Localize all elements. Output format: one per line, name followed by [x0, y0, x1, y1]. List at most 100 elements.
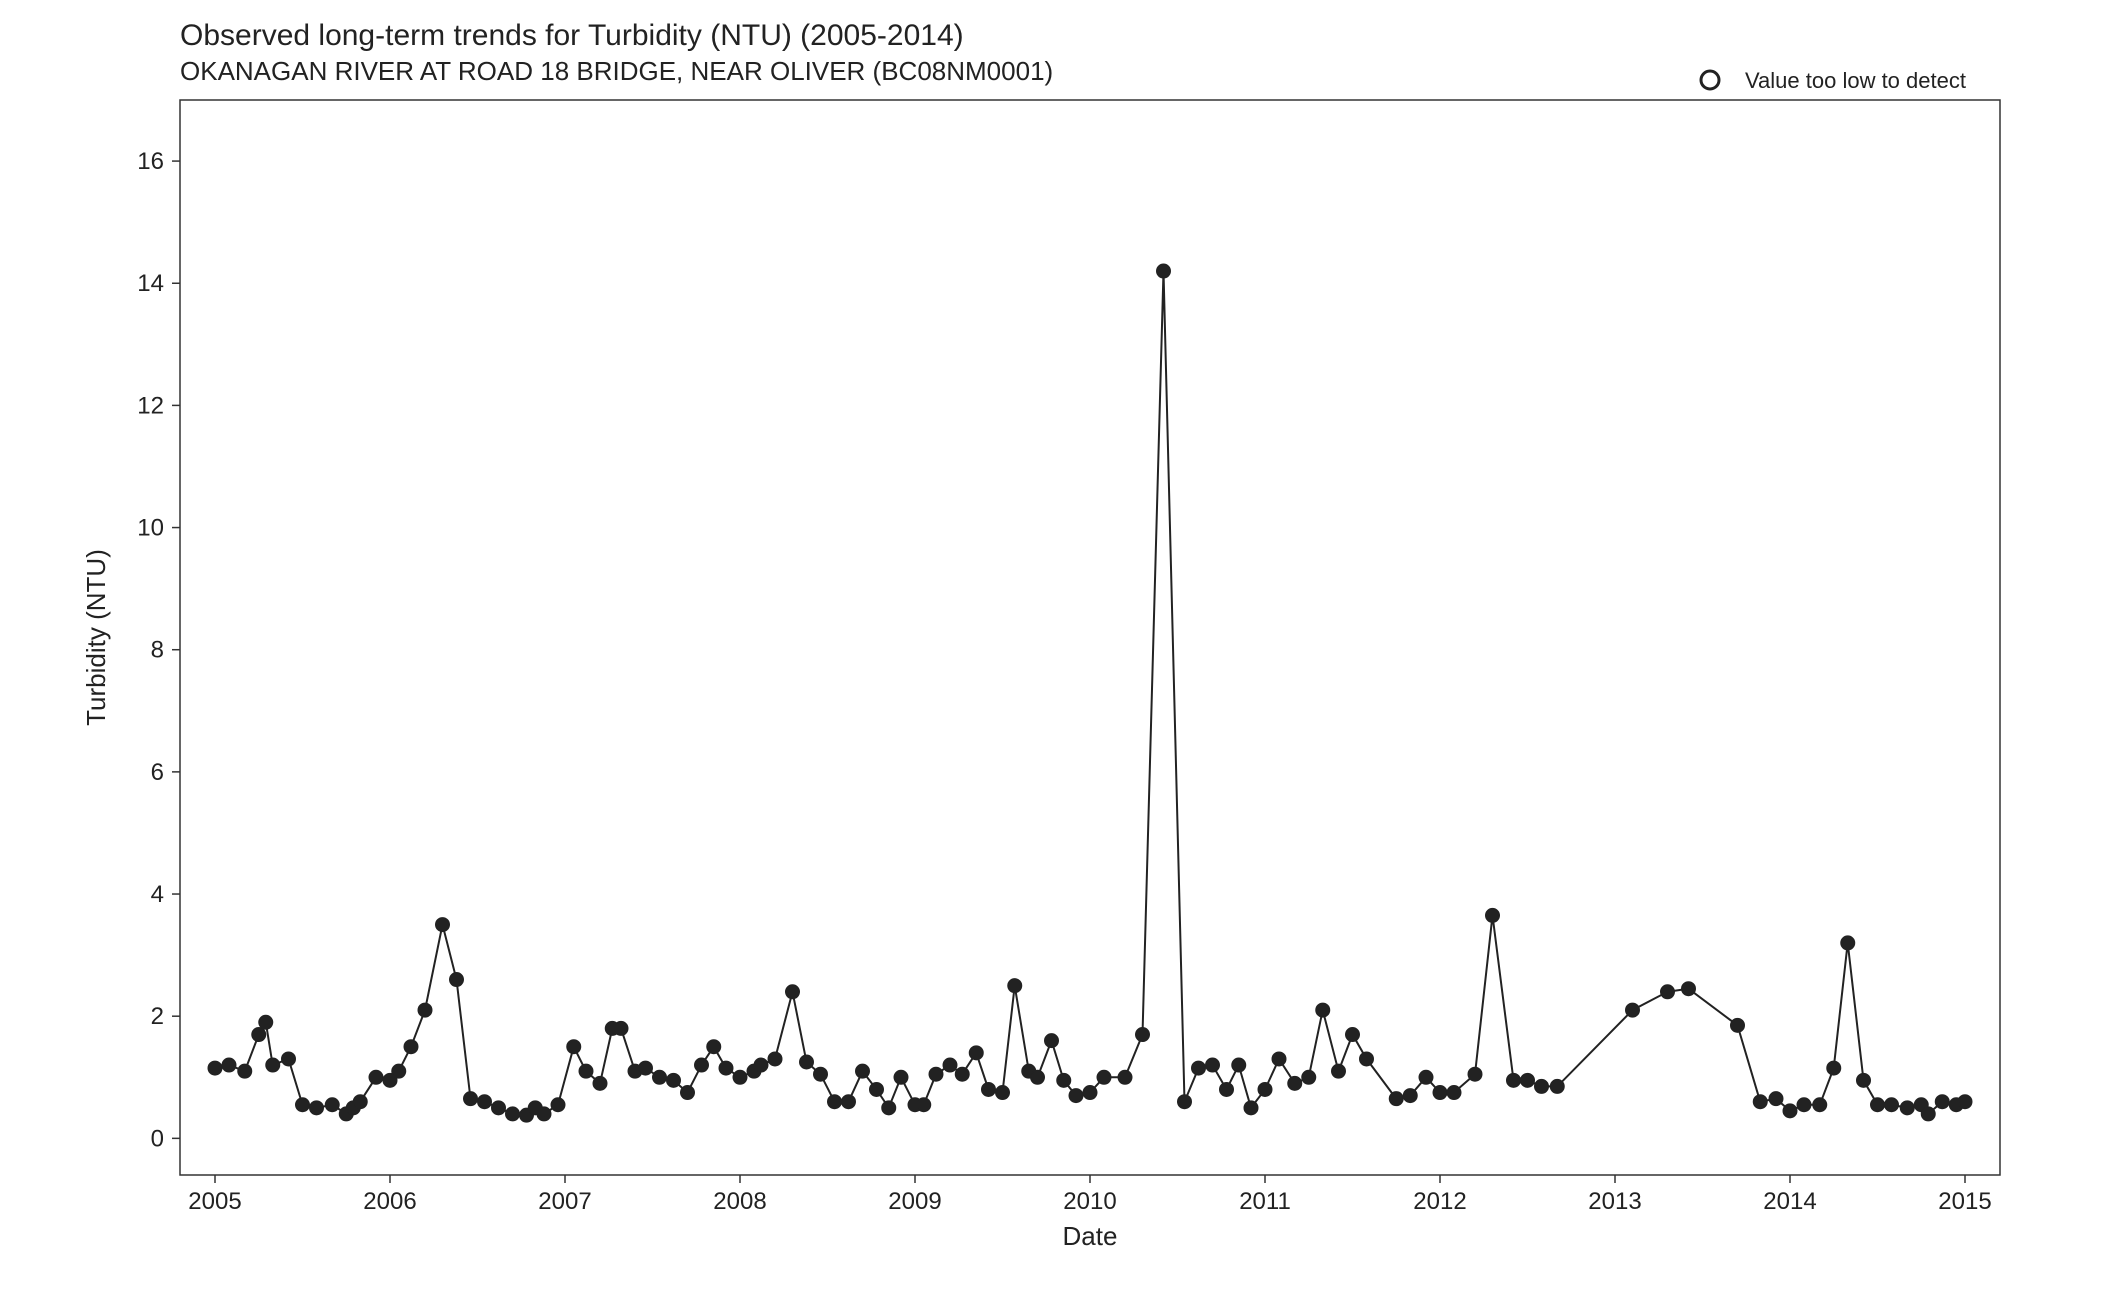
- data-point: [404, 1040, 418, 1054]
- data-point: [754, 1058, 768, 1072]
- data-point: [1486, 908, 1500, 922]
- data-point: [1178, 1095, 1192, 1109]
- data-point: [1288, 1076, 1302, 1090]
- data-point: [353, 1095, 367, 1109]
- data-point: [943, 1058, 957, 1072]
- data-point: [1419, 1070, 1433, 1084]
- data-point: [870, 1082, 884, 1096]
- data-point: [1885, 1098, 1899, 1112]
- x-tick-label: 2013: [1588, 1188, 1641, 1215]
- data-point: [252, 1028, 266, 1042]
- y-tick-label: 10: [137, 515, 164, 542]
- data-point: [1157, 264, 1171, 278]
- data-point: [282, 1052, 296, 1066]
- plot-panel: [180, 100, 2000, 1175]
- data-point: [917, 1098, 931, 1112]
- y-tick-label: 2: [151, 1003, 164, 1030]
- data-point: [266, 1058, 280, 1072]
- y-tick-label: 4: [151, 881, 164, 908]
- data-point: [929, 1067, 943, 1081]
- data-point: [1769, 1092, 1783, 1106]
- data-point: [1958, 1095, 1972, 1109]
- legend-marker-open-circle: [1701, 71, 1719, 89]
- data-point: [1857, 1073, 1871, 1087]
- x-tick-label: 2007: [538, 1188, 591, 1215]
- data-point: [1069, 1089, 1083, 1103]
- data-point: [1468, 1067, 1482, 1081]
- data-point: [369, 1070, 383, 1084]
- x-tick-label: 2010: [1063, 1188, 1116, 1215]
- data-point: [1841, 936, 1855, 950]
- data-point: [492, 1101, 506, 1115]
- data-point: [1827, 1061, 1841, 1075]
- data-point: [537, 1107, 551, 1121]
- data-point: [1360, 1052, 1374, 1066]
- y-tick-label: 16: [137, 148, 164, 175]
- data-point: [707, 1040, 721, 1054]
- data-point: [1316, 1003, 1330, 1017]
- data-point: [392, 1064, 406, 1078]
- data-point: [1731, 1018, 1745, 1032]
- x-tick-label: 2006: [363, 1188, 416, 1215]
- chart-container: Observed long-term trends for Turbidity …: [0, 0, 2112, 1309]
- data-point: [1232, 1058, 1246, 1072]
- data-point: [222, 1058, 236, 1072]
- data-point: [882, 1101, 896, 1115]
- y-tick-label: 12: [137, 392, 164, 419]
- data-point: [579, 1064, 593, 1078]
- chart-subtitle: OKANAGAN RIVER AT ROAD 18 BRIDGE, NEAR O…: [180, 56, 1053, 86]
- data-point: [1535, 1079, 1549, 1093]
- data-point: [567, 1040, 581, 1054]
- data-point: [1118, 1070, 1132, 1084]
- y-tick-label: 6: [151, 759, 164, 786]
- x-tick-label: 2012: [1413, 1188, 1466, 1215]
- data-point: [1447, 1086, 1461, 1100]
- x-tick-label: 2009: [888, 1188, 941, 1215]
- data-point: [1083, 1086, 1097, 1100]
- data-point: [1813, 1098, 1827, 1112]
- data-point: [1346, 1028, 1360, 1042]
- legend-label: Value too low to detect: [1745, 68, 1966, 93]
- data-point: [1507, 1073, 1521, 1087]
- data-point: [969, 1046, 983, 1060]
- data-point: [436, 918, 450, 932]
- y-axis-label: Turbidity (NTU): [81, 549, 111, 726]
- data-point: [786, 985, 800, 999]
- data-point: [310, 1101, 324, 1115]
- data-point: [593, 1076, 607, 1090]
- data-point: [296, 1098, 310, 1112]
- data-point: [1244, 1101, 1258, 1115]
- data-point: [1783, 1104, 1797, 1118]
- data-point: [955, 1067, 969, 1081]
- data-point: [653, 1070, 667, 1084]
- data-point: [982, 1082, 996, 1096]
- data-point: [1682, 982, 1696, 996]
- series-line: [215, 271, 1965, 1115]
- data-point: [238, 1064, 252, 1078]
- data-point: [639, 1061, 653, 1075]
- data-point: [464, 1092, 478, 1106]
- data-point: [814, 1067, 828, 1081]
- x-axis-label: Date: [1063, 1221, 1118, 1251]
- data-point: [1192, 1061, 1206, 1075]
- data-point: [506, 1107, 520, 1121]
- data-point: [1057, 1073, 1071, 1087]
- data-point: [478, 1095, 492, 1109]
- data-point: [1921, 1107, 1935, 1121]
- data-point: [1433, 1086, 1447, 1100]
- data-point: [667, 1073, 681, 1087]
- data-point: [842, 1095, 856, 1109]
- data-point: [1389, 1092, 1403, 1106]
- data-point: [259, 1015, 273, 1029]
- x-tick-label: 2011: [1239, 1188, 1291, 1215]
- data-point: [1045, 1034, 1059, 1048]
- data-point: [733, 1070, 747, 1084]
- data-point: [1008, 979, 1022, 993]
- data-point: [1900, 1101, 1914, 1115]
- y-tick-label: 14: [137, 270, 164, 297]
- x-tick-label: 2005: [188, 1188, 241, 1215]
- data-point: [1626, 1003, 1640, 1017]
- data-point: [894, 1070, 908, 1084]
- chart-svg: Observed long-term trends for Turbidity …: [0, 0, 2112, 1309]
- data-point: [1935, 1095, 1949, 1109]
